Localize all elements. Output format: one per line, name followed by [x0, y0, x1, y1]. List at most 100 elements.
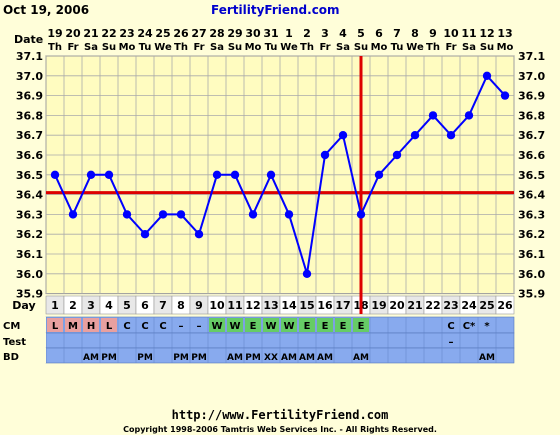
- cm-cell-label: C: [447, 321, 454, 332]
- site-link-bottom[interactable]: http://www.FertilityFriend.com: [171, 408, 389, 422]
- chart-date: Oct 19, 2006: [3, 3, 90, 17]
- temperature-point: [140, 230, 150, 239]
- y-tick-label-right: 36.7: [518, 129, 545, 142]
- date-label: 4: [339, 27, 347, 40]
- y-tick-label-left: 36.0: [16, 268, 43, 281]
- weekday-label: Mo: [371, 42, 388, 53]
- cm-cell-label: C: [141, 321, 148, 332]
- weekday-label: Th: [174, 42, 188, 53]
- date-label: 22: [101, 27, 116, 40]
- cm-cell-highlight: [227, 318, 243, 332]
- bd-cell-label: AM: [353, 353, 369, 363]
- site-link-top[interactable]: FertilityFriend.com: [211, 3, 340, 17]
- day-cell-label: 9: [195, 299, 203, 312]
- day-cell-label: 10: [209, 299, 225, 312]
- bd-cell-label: PM: [191, 353, 207, 363]
- temperature-point: [230, 170, 240, 179]
- temperature-point: [446, 131, 456, 140]
- date-label: 9: [429, 27, 437, 40]
- day-cell-label: 14: [281, 299, 297, 312]
- weekday-label: We: [280, 42, 298, 53]
- weekday-label: Tu: [391, 42, 404, 53]
- y-tick-label-left: 35.9: [16, 288, 43, 301]
- day-cell-label: 13: [263, 299, 278, 312]
- day-cell-label: 4: [105, 299, 113, 312]
- date-label: 5: [357, 27, 365, 40]
- y-tick-label-right: 36.2: [518, 228, 545, 241]
- date-label: 10: [443, 27, 459, 40]
- cm-cell-label: –: [179, 321, 184, 332]
- y-tick-label-right: 36.3: [518, 208, 545, 221]
- date-label: 27: [191, 27, 206, 40]
- bd-cell-label: AM: [83, 353, 99, 363]
- temperature-point: [410, 131, 420, 140]
- y-tick-label-right: 36.6: [518, 149, 545, 162]
- day-cell-label: 26: [497, 299, 513, 312]
- weekday-label: Fr: [193, 42, 204, 53]
- y-tick-label-right: 35.9: [518, 288, 545, 301]
- y-tick-label-left: 36.3: [16, 208, 43, 221]
- y-tick-label-left: 36.8: [16, 109, 43, 122]
- cm-cell-label: E: [358, 321, 365, 332]
- cm-cell-label: C: [123, 321, 130, 332]
- cm-cell-highlight: [65, 318, 81, 332]
- temperature-point: [392, 150, 402, 160]
- day-cell-label: 17: [335, 299, 350, 312]
- bbt-chart: Date 19Th20Fr21Sa22Su23Mo24Tu25We26Th27Fr…: [0, 27, 546, 364]
- cm-cell-label: E: [322, 321, 329, 332]
- day-cell-label: 7: [159, 299, 167, 312]
- cm-cell-label: C: [159, 321, 166, 332]
- y-tick-label-left: 36.5: [16, 169, 43, 182]
- date-label: 6: [375, 27, 383, 40]
- day-cell-label: 23: [443, 299, 458, 312]
- temperature-point: [482, 71, 492, 81]
- bd-row-label-background: [0, 348, 46, 363]
- weekday-label: Tu: [265, 42, 278, 53]
- cm-cell-label: C*: [463, 321, 476, 332]
- temperature-point: [176, 210, 186, 219]
- cm-cell-highlight: [353, 318, 369, 332]
- date-label: 24: [137, 27, 153, 40]
- bd-cell-label: PM: [173, 353, 189, 363]
- y-tick-label-right: 36.0: [518, 268, 545, 281]
- weekday-label: Th: [48, 42, 62, 53]
- cm-cell-label: L: [106, 321, 113, 332]
- date-label: 20: [65, 27, 81, 40]
- cm-cell-highlight: [317, 318, 333, 332]
- cm-cell-label: H: [87, 321, 95, 332]
- y-tick-label-left: 36.4: [16, 189, 43, 202]
- date-label: 12: [479, 27, 494, 40]
- date-row-label: Date: [14, 33, 43, 46]
- date-label: 7: [393, 27, 401, 40]
- y-tick-label-right: 36.8: [518, 109, 545, 122]
- test-cell-label: –: [449, 337, 454, 348]
- weekday-label: Su: [102, 42, 116, 53]
- temperature-point: [428, 111, 438, 120]
- temperature-point: [266, 170, 276, 179]
- y-tick-label-right: 36.4: [518, 189, 545, 202]
- y-tick-label-right: 36.9: [518, 90, 545, 103]
- day-cell-label: 22: [425, 299, 440, 312]
- date-label: 30: [245, 27, 261, 40]
- bd-cell-label: AM: [281, 353, 297, 363]
- cm-cell-label: W: [265, 321, 276, 332]
- cm-cell-label: L: [52, 321, 59, 332]
- cm-cell-label: –: [197, 321, 202, 332]
- date-label: 29: [227, 27, 242, 40]
- temperature-point: [122, 210, 132, 219]
- cm-cell-highlight: [281, 318, 297, 332]
- y-tick-label-left: 36.9: [16, 90, 43, 103]
- weekday-label: Fr: [445, 42, 456, 53]
- bd-cell-label: AM: [479, 353, 495, 363]
- temperature-point: [356, 210, 366, 219]
- y-tick-label-right: 36.5: [518, 169, 545, 182]
- date-label: 23: [119, 27, 134, 40]
- y-tick-label-left: 36.2: [16, 228, 43, 241]
- day-cell-label: 1: [51, 299, 59, 312]
- weekday-label: Th: [300, 42, 314, 53]
- date-label: 19: [47, 27, 62, 40]
- cm-row-label: CM: [3, 321, 20, 332]
- weekday-label: We: [406, 42, 424, 53]
- date-label: 3: [321, 27, 329, 40]
- temperature-point: [212, 170, 222, 179]
